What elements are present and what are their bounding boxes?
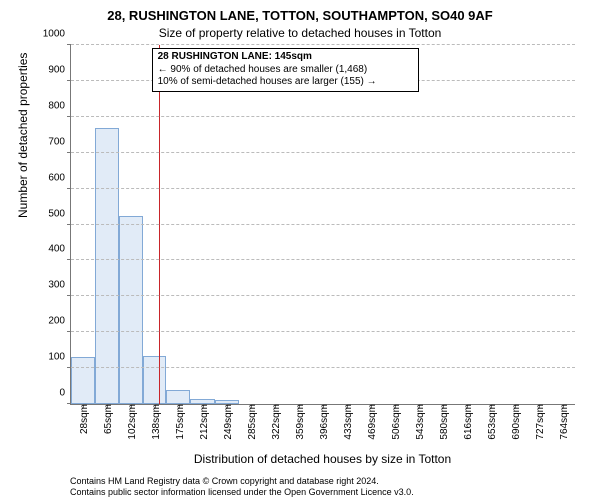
histogram-bar	[95, 128, 119, 404]
y-gridline	[71, 295, 575, 296]
y-tick	[67, 44, 71, 45]
annotation-line2: ← 90% of detached houses are smaller (1,…	[158, 64, 413, 77]
y-tick-label: 600	[48, 172, 71, 183]
reference-line	[159, 45, 160, 404]
footer-line1: Contains HM Land Registry data © Crown c…	[70, 476, 414, 487]
histogram-bar	[119, 216, 143, 404]
chart-title-main: 28, RUSHINGTON LANE, TOTTON, SOUTHAMPTON…	[0, 8, 600, 23]
footer: Contains HM Land Registry data © Crown c…	[70, 476, 414, 498]
annotation-line1: 28 RUSHINGTON LANE: 145sqm	[158, 51, 413, 64]
x-tick-label: 469sqm	[364, 404, 378, 440]
x-tick-label: 764sqm	[556, 404, 570, 440]
x-axis-title: Distribution of detached houses by size …	[70, 452, 575, 466]
y-tick-label: 200	[48, 316, 71, 327]
y-tick	[67, 224, 71, 225]
x-tick-label: 727sqm	[532, 404, 546, 440]
bars-layer	[71, 45, 575, 404]
annotation-line3: 10% of semi-detached houses are larger (…	[158, 76, 413, 89]
y-tick	[67, 116, 71, 117]
x-tick-label: 690sqm	[508, 404, 522, 440]
y-tick	[67, 295, 71, 296]
histogram-bar	[166, 390, 190, 404]
y-gridline	[71, 188, 575, 189]
y-tick	[67, 331, 71, 332]
x-tick-label: 433sqm	[340, 404, 354, 440]
x-tick-label: 138sqm	[148, 404, 162, 440]
x-tick-label: 396sqm	[316, 404, 330, 440]
y-tick-label: 700	[48, 136, 71, 147]
x-tick-label: 212sqm	[196, 404, 210, 440]
y-gridline	[71, 152, 575, 153]
x-tick-label: 543sqm	[412, 404, 426, 440]
x-tick-label: 65sqm	[100, 404, 114, 434]
x-tick-label: 653sqm	[484, 404, 498, 440]
x-tick-label: 322sqm	[268, 404, 282, 440]
chart-title-sub: Size of property relative to detached ho…	[0, 26, 600, 40]
y-tick	[67, 188, 71, 189]
histogram-bar	[143, 356, 167, 404]
x-tick-label: 616sqm	[460, 404, 474, 440]
annotation-box: 28 RUSHINGTON LANE: 145sqm ← 90% of deta…	[152, 48, 419, 92]
y-axis-title: Number of detached properties	[16, 53, 30, 218]
y-tick	[67, 403, 71, 404]
y-tick	[67, 152, 71, 153]
x-tick-label: 249sqm	[220, 404, 234, 440]
x-tick-label: 580sqm	[436, 404, 450, 440]
y-tick-label: 400	[48, 244, 71, 255]
y-tick-label: 300	[48, 280, 71, 291]
y-gridline	[71, 367, 575, 368]
chart-frame: 28, RUSHINGTON LANE, TOTTON, SOUTHAMPTON…	[0, 0, 600, 500]
x-tick-label: 102sqm	[124, 404, 138, 440]
y-tick-label: 800	[48, 100, 71, 111]
y-tick-label: 1000	[43, 29, 71, 40]
y-gridline	[71, 44, 575, 45]
y-tick-label: 900	[48, 64, 71, 75]
y-tick	[67, 80, 71, 81]
plot-area: 28 RUSHINGTON LANE: 145sqm ← 90% of deta…	[70, 45, 575, 405]
y-tick	[67, 367, 71, 368]
histogram-bar	[71, 357, 95, 404]
y-tick-label: 100	[48, 352, 71, 363]
x-tick-label: 506sqm	[388, 404, 402, 440]
y-gridline	[71, 259, 575, 260]
y-tick-label: 500	[48, 208, 71, 219]
y-tick	[67, 259, 71, 260]
y-gridline	[71, 224, 575, 225]
y-gridline	[71, 331, 575, 332]
x-tick-label: 285sqm	[244, 404, 258, 440]
x-tick-label: 28sqm	[76, 404, 90, 434]
footer-line2: Contains public sector information licen…	[70, 487, 414, 498]
y-gridline	[71, 116, 575, 117]
x-tick-label: 359sqm	[292, 404, 306, 440]
x-tick-label: 175sqm	[172, 404, 186, 440]
y-tick-label: 0	[59, 388, 71, 399]
